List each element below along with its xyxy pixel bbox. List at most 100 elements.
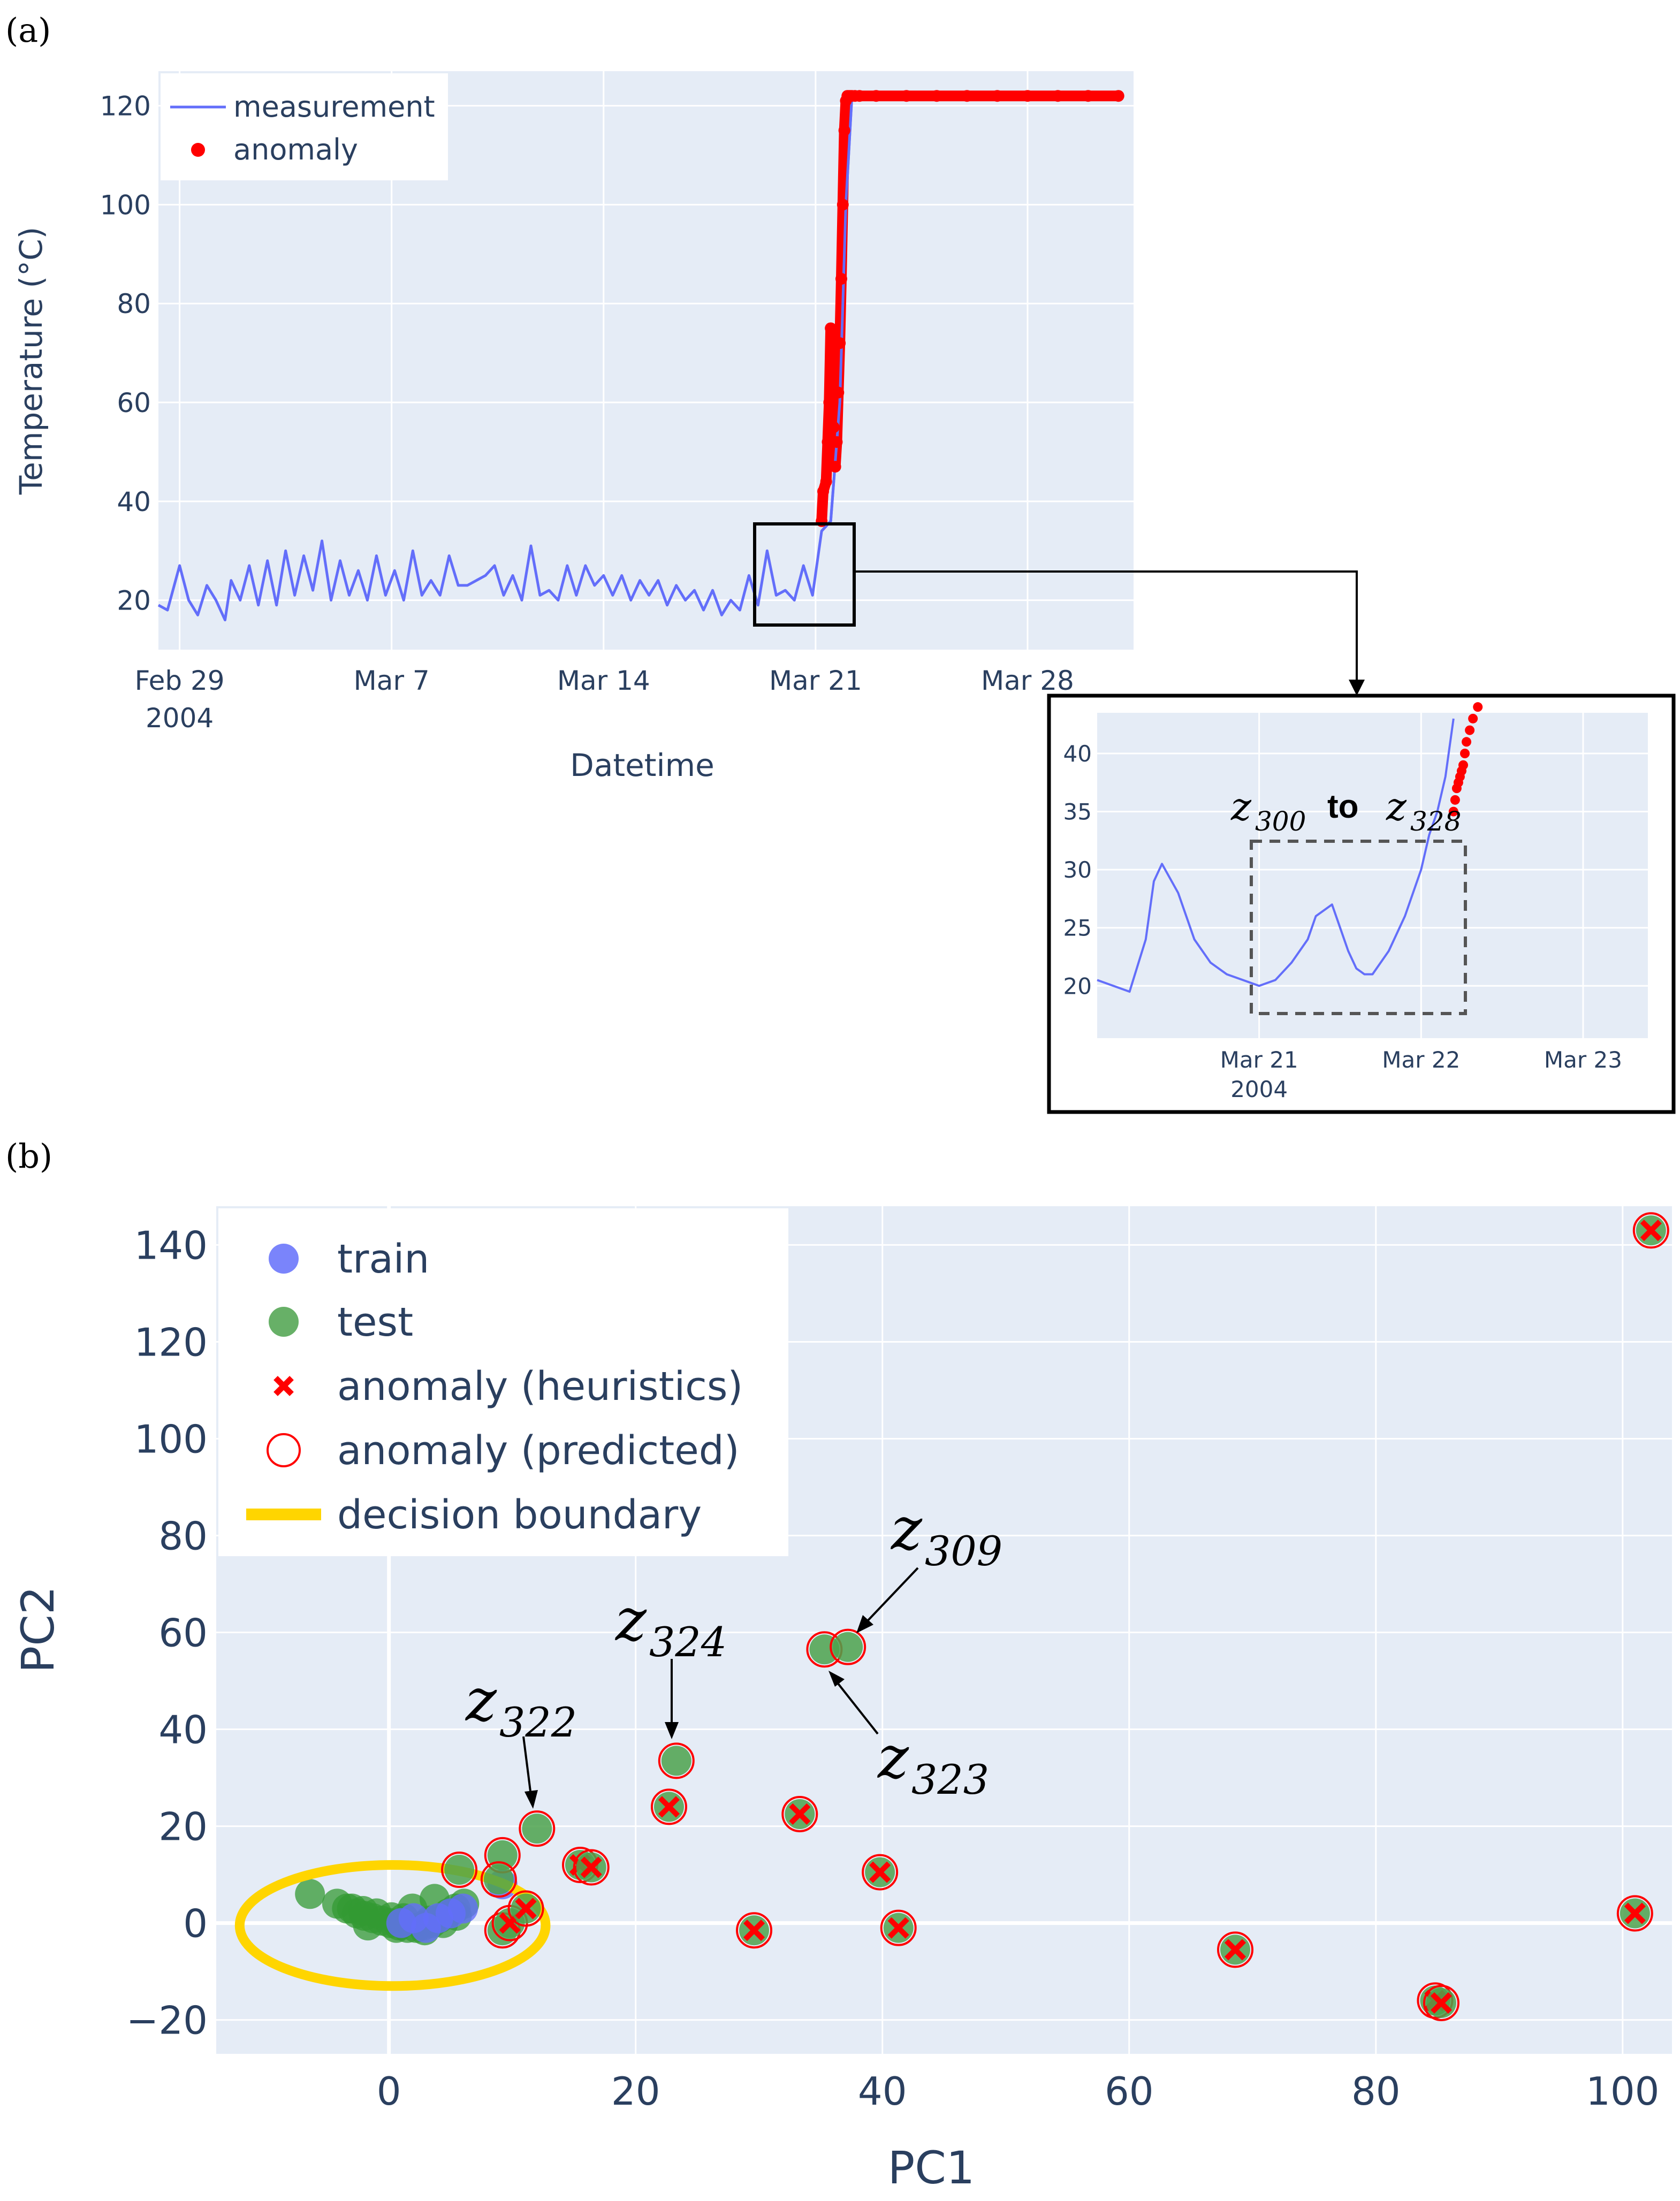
anomaly-point bbox=[1021, 90, 1033, 102]
panel-a-ticks: 20 40 60 80 100 120 Feb 29 Mar 7 Mar 14 Mar 21 Mar… bbox=[100, 91, 1074, 734]
panel-b-ticks: −20 0 20 40 60 80 100 120 140 0 20 40 60 80 100 bbox=[126, 1223, 1659, 2114]
panel-b-label: (b) bbox=[5, 1137, 52, 1176]
panel-a-x-tick: Mar 14 bbox=[557, 665, 650, 696]
legend-predicted-swatch bbox=[267, 1433, 301, 1467]
predicted-anomaly-ring bbox=[880, 1909, 917, 1946]
predicted-anomaly-ring bbox=[1616, 1895, 1653, 1932]
panel-b-x-tick: 20 bbox=[611, 2069, 660, 2114]
panel-b-y-tick: 40 bbox=[158, 1708, 208, 1753]
heuristic-anomaly-marker bbox=[789, 1803, 811, 1825]
z300-subscript: 300 bbox=[1255, 806, 1306, 837]
panel-b-y-tick: 120 bbox=[134, 1320, 208, 1365]
panel-b-y-tick: 140 bbox=[134, 1223, 208, 1268]
panel-b-x-tick: 80 bbox=[1351, 2069, 1401, 2114]
anomaly-point bbox=[834, 337, 846, 349]
zoom-anomaly-point bbox=[1460, 749, 1470, 758]
zoom-anomaly-point bbox=[1462, 737, 1472, 747]
panel-b-x-tick: 60 bbox=[1105, 2069, 1154, 2114]
annotation-z322: z 322 bbox=[465, 1666, 577, 1809]
zoom-anomaly-point bbox=[1465, 725, 1475, 735]
anomaly-point bbox=[991, 90, 1004, 102]
panel-a-x-tick: Mar 7 bbox=[354, 665, 430, 696]
zoom-series bbox=[1097, 702, 1483, 993]
heuristic-anomaly-marker bbox=[658, 1796, 680, 1818]
z300-letter: z bbox=[1230, 784, 1252, 829]
heuristic-anomaly-marker bbox=[580, 1856, 602, 1878]
panel-b-legend: train test anomaly (heuristics) anomaly … bbox=[218, 1208, 788, 1556]
panel-a-y-tick: 40 bbox=[117, 486, 151, 517]
heuristic-anomaly-marker bbox=[1430, 1992, 1453, 2014]
anomaly-point bbox=[870, 90, 883, 102]
zoom-y-tick: 20 bbox=[1063, 973, 1092, 999]
panel-b-points bbox=[234, 1212, 1669, 2021]
legend-test-label: test bbox=[337, 1299, 413, 1345]
legend-predicted-label: anomaly (predicted) bbox=[337, 1428, 740, 1474]
zoom-y-tick: 40 bbox=[1063, 741, 1092, 767]
predicted-anomaly-ring bbox=[480, 1861, 517, 1898]
test-point bbox=[295, 1879, 325, 1909]
anomaly-point bbox=[826, 347, 838, 359]
zoom-window-label: z 300 to z 328 bbox=[1230, 784, 1461, 837]
heuristic-anomaly-marker bbox=[887, 1917, 909, 1939]
predicted-anomaly-ring bbox=[573, 1849, 610, 1886]
predicted-anomaly-ring bbox=[781, 1795, 818, 1832]
predicted-anomaly-ring bbox=[830, 1628, 866, 1665]
heuristic-anomaly-marker bbox=[1224, 1939, 1246, 1961]
annotation-z324-subscript: 324 bbox=[649, 1618, 727, 1666]
annotation-z309-subscript: 309 bbox=[925, 1527, 1002, 1575]
predicted-anomaly-ring bbox=[736, 1912, 773, 1949]
anomaly-point bbox=[817, 485, 830, 498]
panel-b-y-axis-label: PC2 bbox=[12, 1586, 64, 1673]
panel-b-y-tick: 80 bbox=[158, 1513, 208, 1558]
zoom-anomaly-point bbox=[1448, 806, 1458, 817]
test-point bbox=[444, 1855, 475, 1885]
zoom-anomaly-point bbox=[1450, 795, 1460, 805]
heuristic-anomaly-marker bbox=[869, 1861, 891, 1883]
panel-a-x-tick-year: 2004 bbox=[146, 703, 214, 734]
legend-anomaly-label: anomaly bbox=[233, 133, 358, 166]
panel-a-y-tick: 20 bbox=[117, 585, 151, 616]
predicted-anomaly-ring bbox=[1217, 1931, 1253, 1968]
panel-a-legend: measurement anomaly bbox=[161, 73, 448, 180]
anomaly-point bbox=[1112, 90, 1124, 102]
zoom-x-tick: Mar 23 bbox=[1544, 1047, 1622, 1073]
zoom-y-tick: 35 bbox=[1063, 799, 1092, 825]
panel-a-y-tick: 100 bbox=[100, 189, 151, 220]
zoom-connector-line bbox=[854, 570, 1358, 690]
zoom-anomaly-point bbox=[1468, 713, 1478, 723]
zoom-y-tick: 25 bbox=[1063, 915, 1092, 941]
annotation-z324-letter: z bbox=[614, 1586, 647, 1654]
panel-a-y-tick: 120 bbox=[100, 91, 151, 122]
panel-a-x-tick: Mar 28 bbox=[981, 665, 1074, 696]
zoom-y-tick: 30 bbox=[1063, 857, 1092, 883]
zoom-plot-area bbox=[1097, 713, 1648, 1038]
test-point bbox=[522, 1814, 552, 1844]
anomaly-point bbox=[931, 90, 943, 102]
panel-a-x-tick: Mar 21 bbox=[769, 665, 862, 696]
zoom-ticks: 20 25 30 35 40 Mar 21 Mar 22 Mar 23 2004 bbox=[1063, 741, 1622, 1102]
panel-a-y-axis-label: Temperature (°C) bbox=[13, 227, 49, 496]
anomaly-point bbox=[823, 397, 835, 409]
predicted-anomaly-ring bbox=[1632, 1212, 1669, 1249]
legend-measurement-label: measurement bbox=[233, 90, 435, 124]
annotation-z322-letter: z bbox=[465, 1666, 497, 1734]
panel-b-x-tick: 0 bbox=[377, 2069, 401, 2114]
annotation-z323-subscript: 323 bbox=[911, 1756, 989, 1803]
predicted-anomaly-ring bbox=[658, 1742, 695, 1779]
anomaly-point bbox=[1082, 90, 1094, 102]
heuristic-anomaly-marker bbox=[743, 1920, 765, 1941]
anomaly-point bbox=[820, 475, 832, 488]
anomaly-point bbox=[961, 90, 973, 102]
anomaly-point bbox=[822, 436, 834, 448]
zoom-gridlines bbox=[1097, 713, 1648, 1038]
zoom-dashed-window bbox=[1250, 840, 1467, 1015]
annotation-z309: z 309 bbox=[856, 1495, 1002, 1633]
z328-letter: z bbox=[1386, 784, 1407, 829]
zoom-x-tick: Mar 22 bbox=[1382, 1047, 1460, 1073]
anomaly-point bbox=[838, 124, 850, 136]
legend-train-label: train bbox=[337, 1236, 429, 1282]
annotation-z324: z 324 bbox=[614, 1586, 727, 1739]
legend-boundary-label: decision boundary bbox=[337, 1492, 702, 1538]
anomaly-point bbox=[837, 199, 849, 211]
